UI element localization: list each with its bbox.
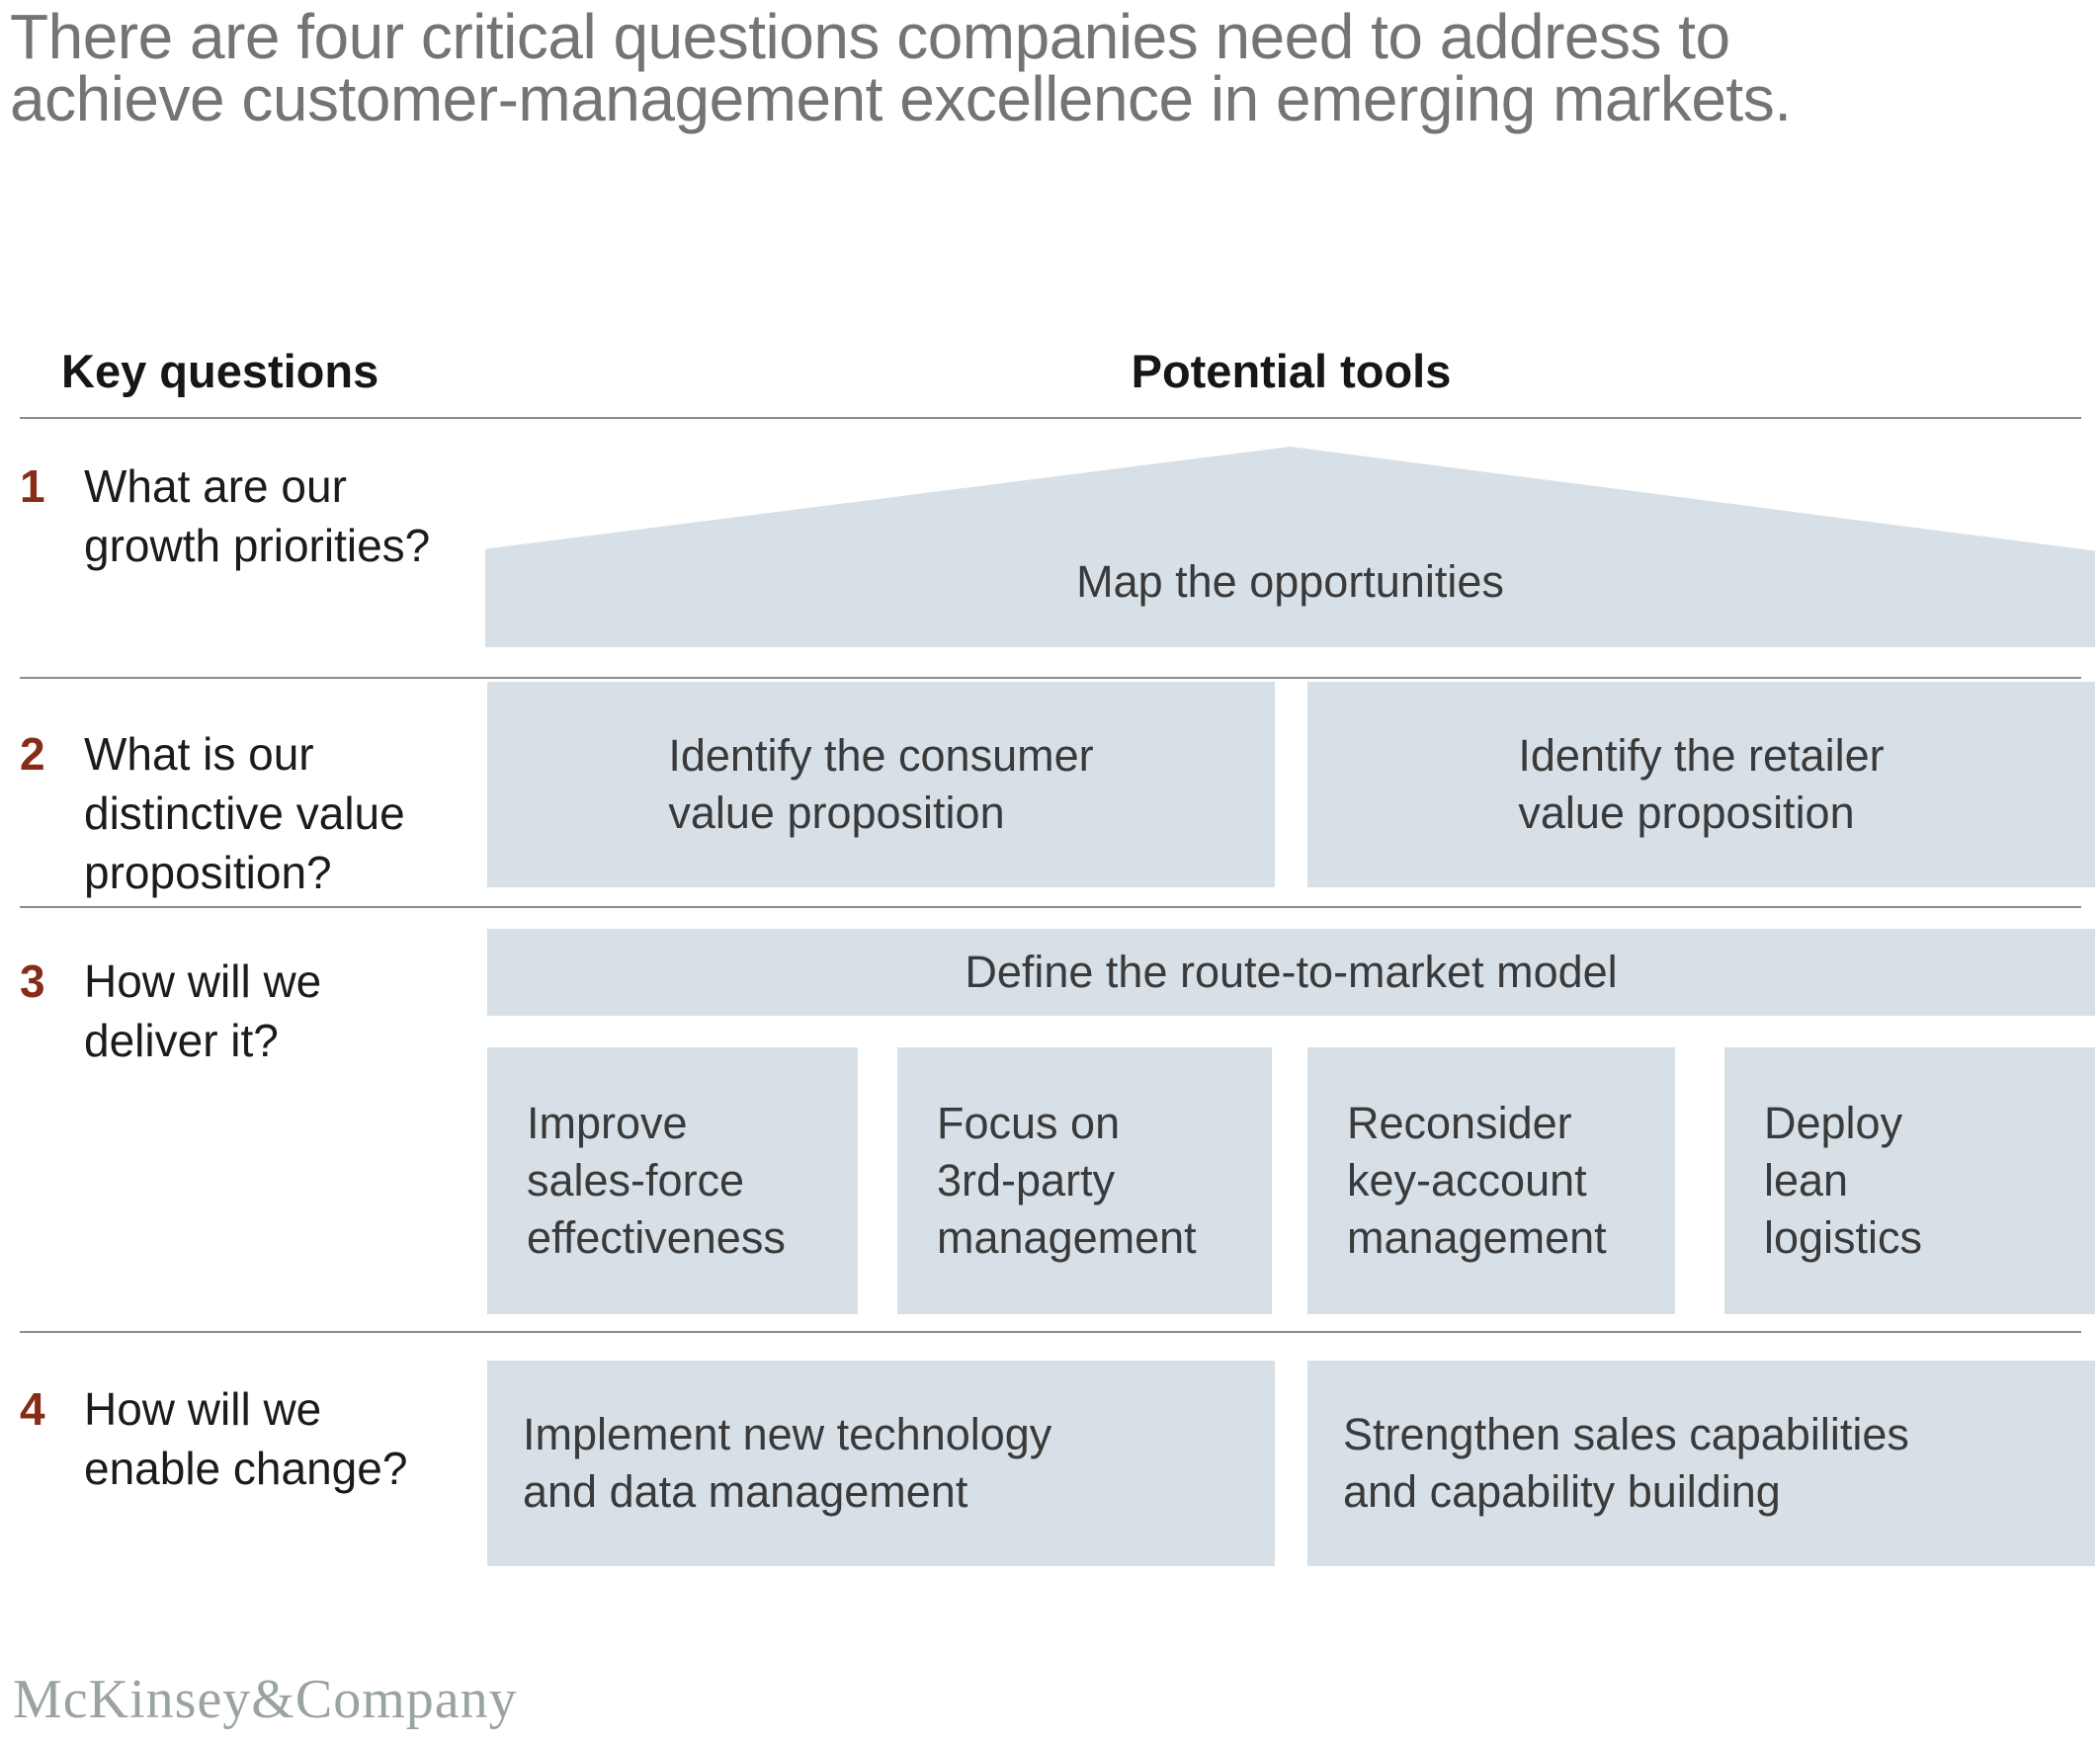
tool-technology-data-management-label: Implement new technology and data manage… [523, 1409, 1052, 1517]
tool-route-to-market-label: Define the route-to-market model [965, 947, 1618, 997]
tool-map-opportunities-label: Map the opportunities [1076, 555, 1504, 607]
question-number-4: 4 [20, 1383, 45, 1435]
tool-technology-data-management: Implement new technology and data manage… [487, 1361, 1275, 1566]
exhibit-title: There are four critical questions compan… [10, 1, 2095, 134]
tool-key-account-management: Reconsider key-account management [1307, 1047, 1675, 1314]
tool-consumer-value-proposition: Identify the consumer value proposition [487, 682, 1275, 887]
tool-consumer-value-proposition-label: Identify the consumer value proposition [668, 730, 1094, 838]
question-text-3: How will we deliver it? [84, 955, 322, 1066]
question-text-1: What are our growth priorities? [84, 460, 431, 571]
question-number-2: 2 [20, 728, 45, 780]
tool-retailer-value-proposition: Identify the retailer value proposition [1307, 682, 2095, 887]
row-divider-1 [20, 677, 2081, 679]
row-divider-2 [20, 906, 2081, 908]
question-number-1: 1 [20, 460, 45, 512]
tool-3rd-party-management-label: Focus on 3rd-party management [937, 1098, 1197, 1263]
tool-sales-capabilities-label: Strengthen sales capabilities and capabi… [1343, 1409, 1909, 1517]
question-text-4: How will we enable change? [84, 1383, 408, 1494]
question-number-3: 3 [20, 955, 45, 1007]
tool-sales-force-effectiveness-label: Improve sales-force effectiveness [527, 1098, 786, 1263]
tool-sales-force-effectiveness: Improve sales-force effectiveness [487, 1047, 858, 1314]
tool-lean-logistics: Deploy lean logistics [1724, 1047, 2095, 1314]
tool-key-account-management-label: Reconsider key-account management [1347, 1098, 1607, 1263]
exhibit-title-line2: achieve customer-management excellence i… [10, 63, 1792, 134]
exhibit-title-line1: There are four critical questions compan… [10, 1, 1730, 72]
column-header-key-questions: Key questions [61, 345, 379, 397]
column-header-potential-tools: Potential tools [1131, 345, 1452, 397]
mckinsey-company-logo: McKinsey&Company [13, 1669, 518, 1730]
tool-map-opportunities-pentagon: Map the opportunities [485, 447, 2095, 647]
tool-retailer-value-proposition-label: Identify the retailer value proposition [1518, 730, 1885, 838]
tool-3rd-party-management: Focus on 3rd-party management [897, 1047, 1272, 1314]
question-text-2: What is our distinctive value propositio… [84, 728, 405, 898]
tool-sales-capabilities: Strengthen sales capabilities and capabi… [1307, 1361, 2095, 1566]
tool-lean-logistics-label: Deploy lean logistics [1764, 1098, 1923, 1263]
header-divider [20, 417, 2081, 419]
tool-route-to-market-bar: Define the route-to-market model [487, 929, 2095, 1016]
row-divider-3 [20, 1331, 2081, 1333]
